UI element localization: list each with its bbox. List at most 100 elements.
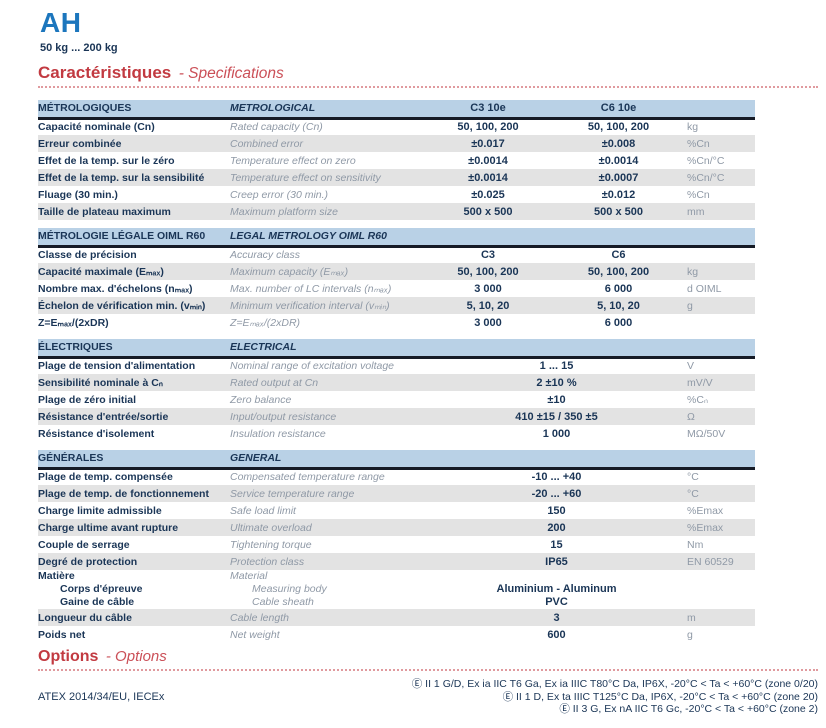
row-label-fr: Plage de zéro initial	[38, 393, 137, 406]
table-general: GÉNÉRALES GENERAL Plage de temp. compensée…	[38, 450, 755, 643]
row-label-en: Nominal range of excitation voltage	[230, 360, 395, 373]
spec-row: Classe de précision Accuracy class C3 C6	[38, 246, 755, 263]
section-title-en: - Options	[105, 648, 167, 665]
label-line: Cable sheath	[252, 596, 314, 608]
row-value-c6: 500 x 500	[550, 203, 687, 220]
row-label-en: Rated capacity (Cn)	[230, 121, 323, 134]
row-value-c6: C6	[611, 249, 626, 262]
row-label-fr: Effet de la temp. sur la sensibilité	[38, 169, 230, 186]
row-label-fr: Z=Eₘₐₓ/(2xDR)	[38, 316, 109, 329]
spec-row: Couple de serrage Tightening torque 15 Nm	[38, 536, 755, 553]
header-label-fr: MÉTROLOGIE LÉGALE OIML R60	[38, 228, 230, 248]
table-electrical: ÉLECTRIQUES ELECTRICAL Plage de tension d'…	[38, 339, 755, 442]
row-value: 2 ±10 %	[426, 374, 687, 391]
row-label-en: Protection class	[230, 553, 426, 570]
header-label-en: LEGAL METROLOGY OIML R60	[230, 228, 426, 248]
row-unit: mV/V	[687, 374, 755, 391]
row-label-en: Material Measuring body Cable sheath	[230, 570, 426, 609]
row-value: 600	[547, 628, 566, 641]
table-header-row: MÉTROLOGIE LÉGALE OIML R60 LEGAL METROLOG…	[38, 228, 755, 248]
row-label-fr: Fluage (30 min.)	[38, 188, 118, 201]
row-value-c3: 3 000	[474, 316, 502, 329]
header-label-en: GENERAL	[230, 450, 426, 470]
table-header-row: GÉNÉRALES GENERAL	[38, 450, 755, 470]
spec-row: Matière Corps d'épreuve Gaine de câble Mate…	[38, 570, 755, 609]
row-unit: °C	[687, 485, 755, 502]
row-value: 200	[426, 519, 687, 536]
row-value-c6: 50, 100, 200	[550, 263, 687, 280]
row-value: -20 ... +60	[426, 485, 687, 502]
header-unit-col	[687, 228, 755, 248]
table-header-row: MÉTROLOGIQUES METROLOGICAL C3 10e C6 10e	[38, 100, 755, 120]
row-label-fr: Plage de temp. compensée	[38, 471, 173, 484]
row-label-fr: Degré de protection	[38, 553, 230, 570]
atex-cert-line: Ⓔ II 3 G, Ex nA IIC T6 Gc, -20°C < Ta < …	[559, 703, 818, 715]
row-label-en: Safe load limit	[230, 504, 296, 517]
row-label-fr: Échelon de vérification min. (vₘᵢₙ)	[38, 297, 230, 314]
value-line: Aluminium - Aluminum	[496, 583, 617, 595]
row-label-fr: Classe de précision	[38, 249, 137, 262]
spec-row: Degré de protection Protection class IP65 E…	[38, 553, 755, 570]
row-label-en: Z=Eₘₐₓ/(2xDR)	[230, 316, 301, 329]
label-line: Matière	[38, 570, 75, 582]
atex-footer: ATEX 2014/34/EU, IECEx Ⓔ II 1 G/D, Ex ia…	[38, 678, 818, 716]
header-col-c3	[426, 339, 550, 359]
row-label-fr: Matière Corps d'épreuve Gaine de câble	[38, 570, 230, 609]
row-value-c3: 50, 100, 200	[457, 121, 519, 134]
atex-cert-line: Ⓔ II 1 G/D, Ex ia IIC T6 Ga, Ex ia IIIC …	[411, 678, 818, 690]
header-label-fr: GÉNÉRALES	[38, 450, 230, 470]
row-label-en: Combined error	[230, 135, 426, 152]
header-label-fr: MÉTROLOGIQUES	[38, 100, 230, 120]
row-value-c3: 5, 10, 20	[426, 297, 550, 314]
row-unit	[687, 314, 755, 331]
row-unit: kg	[687, 121, 699, 134]
row-unit: %Emax	[687, 519, 755, 536]
row-unit: EN 60529	[687, 553, 755, 570]
header-col-c3: C3 10e	[426, 100, 550, 120]
row-label-en: Temperature effect on sensitivity	[230, 169, 426, 186]
row-label-en: Compensated temperature range	[230, 471, 385, 484]
row-label-en: Insulation resistance	[230, 427, 326, 440]
label-line: Corps d'épreuve	[60, 583, 143, 595]
header-unit-col	[687, 450, 755, 470]
spec-row: Longueur du câble Cable length 3 m	[38, 609, 755, 626]
row-label-en: Ultimate overload	[230, 519, 426, 536]
row-label-fr: Erreur combinée	[38, 135, 230, 152]
spec-row: Erreur combinée Combined error ±0.017 ±0.00…	[38, 135, 755, 152]
header-unit-col	[687, 339, 755, 359]
row-label-fr: Capacité maximale (Eₘₐₓ)	[38, 263, 230, 280]
spec-tables: MÉTROLOGIQUES METROLOGICAL C3 10e C6 10e Cap…	[38, 100, 818, 643]
row-value-c6: 5, 10, 20	[550, 297, 687, 314]
row-value-c6: 6 000	[604, 282, 633, 295]
row-value-c3: ±0.0014	[426, 169, 550, 186]
row-value: IP65	[426, 553, 687, 570]
spec-row: Fluage (30 min.) Creep error (30 min.) ±0.…	[38, 186, 755, 203]
row-unit: m	[687, 609, 755, 626]
row-value-c3: ±0.017	[426, 135, 550, 152]
header-label-fr: ÉLECTRIQUES	[38, 339, 230, 359]
row-label-en: Max. number of LC intervals (nₘₐₓ)	[230, 282, 392, 295]
row-label-fr: Nombre max. d'échelons (nₘₐₓ)	[38, 282, 193, 295]
spec-row: Effet de la temp. sur le zéro Temperature…	[38, 152, 755, 169]
row-value-c6: ±0.0014	[598, 154, 639, 167]
section-heading-options: Options - Options	[38, 648, 818, 671]
row-label-fr: Charge ultime avant rupture	[38, 519, 230, 536]
row-value-c6: 6 000	[604, 316, 633, 329]
row-value-c6: ±0.0007	[550, 169, 687, 186]
header-col-c6	[550, 339, 687, 359]
row-unit: %Cn/°C	[687, 154, 725, 167]
row-label-fr: Plage de temp. de fonctionnement	[38, 485, 230, 502]
row-unit: %Cn/°C	[687, 169, 755, 186]
row-value-c3: C3	[480, 249, 496, 262]
row-label-fr: Plage de tension d'alimentation	[38, 360, 196, 373]
header-col-c6	[550, 450, 687, 470]
section-title-fr: Caractéristiques	[38, 63, 172, 82]
row-label-fr: Résistance d'entrée/sortie	[38, 408, 230, 425]
row-unit: g	[687, 297, 755, 314]
row-value: 3	[426, 609, 687, 626]
row-label-en: Tightening torque	[230, 538, 312, 551]
row-unit: g	[687, 628, 693, 641]
spec-row: Nombre max. d'échelons (nₘₐₓ) Max. number…	[38, 280, 755, 297]
header-col-c6	[550, 228, 687, 248]
spec-row: Capacité nominale (Cn) Rated capacity (Cn…	[38, 118, 755, 135]
